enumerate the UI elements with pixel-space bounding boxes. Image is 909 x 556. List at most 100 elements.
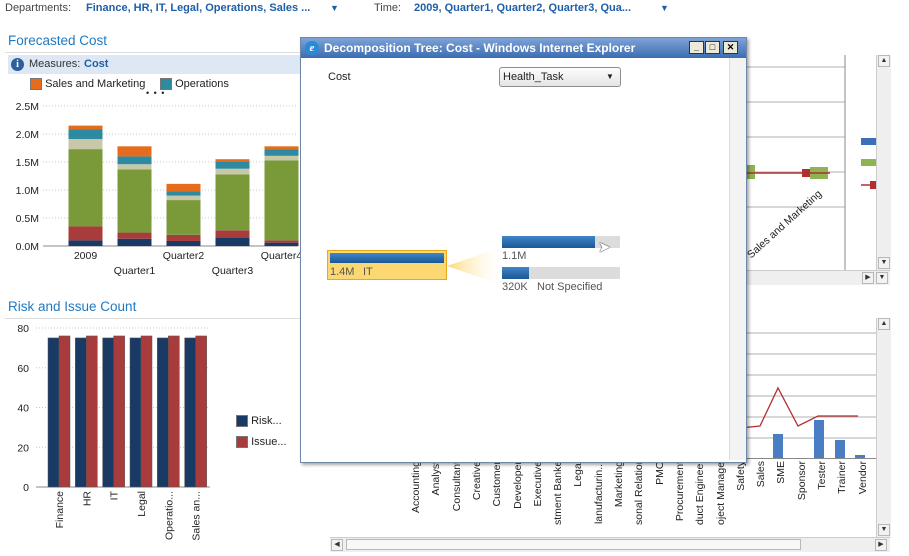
bar[interactable] xyxy=(184,337,196,488)
hscroll-thumb[interactable] xyxy=(346,539,801,550)
scroll-right-button[interactable]: ▶ xyxy=(862,272,874,284)
bar-segment[interactable] xyxy=(68,149,103,227)
category-label: Customer xyxy=(491,461,504,507)
scroll-right-button[interactable]: ▶ xyxy=(875,539,887,551)
bar-segment[interactable] xyxy=(264,160,299,241)
y-tick-label: 1.5M xyxy=(16,157,39,169)
bar-segment[interactable] xyxy=(117,156,152,165)
x-tick-label: IT xyxy=(109,490,121,500)
y-tick-label: 1.0M xyxy=(16,185,39,197)
category-label: Consultant xyxy=(450,461,463,512)
bar-segment[interactable] xyxy=(68,240,103,246)
y-tick-label: 0 xyxy=(23,482,29,494)
forecast-title-divider xyxy=(5,52,305,53)
scroll-down-button[interactable]: ▼ xyxy=(878,524,890,536)
x-tick-label: 2009 xyxy=(74,250,98,262)
window-titlebar[interactable]: e Decomposition Tree: Cost - Windows Int… xyxy=(301,38,746,58)
bar-segment[interactable] xyxy=(264,240,299,243)
bar-segment[interactable] xyxy=(166,200,201,235)
scroll-left-button[interactable]: ◀ xyxy=(331,539,343,551)
decomposition-tree-window[interactable]: e Decomposition Tree: Cost - Windows Int… xyxy=(300,37,747,463)
bar-segment[interactable] xyxy=(264,155,299,161)
bar[interactable] xyxy=(47,337,60,488)
x-tick-label: Quarter2 xyxy=(163,250,205,262)
expansion-connector xyxy=(447,246,505,286)
risk-chart: 80 60 40 20 0 Finance HR IT Legal Operatio... Sale… xyxy=(17,323,210,541)
child-node-1-bar xyxy=(502,236,596,248)
bar[interactable] xyxy=(86,335,98,488)
legend-more-indicator[interactable]: • • • xyxy=(146,88,166,98)
departments-dropdown-icon[interactable]: ▼ xyxy=(330,3,339,13)
close-button[interactable]: ✕ xyxy=(723,41,738,54)
measures-bar: i Measures: Cost xyxy=(8,55,300,74)
bar-segment[interactable] xyxy=(117,169,152,233)
scroll-up-button[interactable]: ▲ xyxy=(878,55,890,67)
resource-vscrollbar[interactable]: ▲ ▼ xyxy=(876,318,891,538)
bar[interactable] xyxy=(168,335,180,488)
bar-segment[interactable] xyxy=(68,139,103,150)
forecast-chart: 2.5M 2.0M 1.5M 1.0M 0.5M 0.0M 2009 Quarter1 Quar… xyxy=(16,101,300,276)
right-upper-hscrollbar[interactable]: ▶ ▼ xyxy=(740,270,890,285)
bar-segment[interactable] xyxy=(166,240,201,246)
hierarchy-dropdown[interactable]: Health_Task ▼ xyxy=(499,67,621,87)
legend-label: Risk... xyxy=(251,415,282,428)
bar-segment[interactable] xyxy=(215,230,250,238)
risk-title-divider xyxy=(5,318,305,319)
bar-segment[interactable] xyxy=(166,195,201,201)
root-node[interactable]: 1.4M IT xyxy=(327,250,447,280)
legend-item-operations: Operations xyxy=(160,78,229,91)
y-tick-label: 0.5M xyxy=(16,213,39,225)
bar-segment[interactable] xyxy=(68,129,103,140)
child-node-2[interactable] xyxy=(502,267,620,279)
bar-segment[interactable] xyxy=(264,242,299,246)
issue-legend-item: Issue... xyxy=(236,436,287,449)
window-vscrollbar[interactable] xyxy=(729,58,746,460)
bar-segment[interactable] xyxy=(117,232,152,239)
bar-segment[interactable] xyxy=(117,164,152,170)
bar-segment[interactable] xyxy=(215,168,250,175)
bar-segment[interactable] xyxy=(68,125,103,130)
time-label: Time: xyxy=(374,2,402,14)
bar-segment[interactable] xyxy=(215,162,250,169)
maximize-button[interactable]: □ xyxy=(705,41,720,54)
bar-segment[interactable] xyxy=(166,191,201,196)
right-upper-vscrollbar[interactable]: ▲ ▼ xyxy=(876,55,891,270)
departments-filter[interactable]: Finance, HR, IT, Legal, Operations, Sale… xyxy=(86,2,311,14)
time-dropdown-icon[interactable]: ▼ xyxy=(660,3,669,13)
legend-item-sales-marketing: Sales and Marketing xyxy=(30,78,145,91)
scroll-down-button[interactable]: ▼ xyxy=(878,257,890,269)
bar-segment[interactable] xyxy=(166,234,201,241)
bar-segment[interactable] xyxy=(264,149,299,156)
resource-hscrollbar[interactable]: ◀ ▶ xyxy=(330,537,890,552)
bar[interactable] xyxy=(157,337,169,488)
bar-segment[interactable] xyxy=(264,146,299,150)
bar[interactable] xyxy=(195,335,207,488)
info-icon[interactable]: i xyxy=(11,58,24,71)
bar-segment[interactable] xyxy=(117,238,152,246)
bar-segment[interactable] xyxy=(166,183,201,192)
category-label: Executive xyxy=(531,461,544,507)
time-filter[interactable]: 2009, Quarter1, Quarter2, Quarter3, Qua.… xyxy=(414,2,632,14)
bar-segment[interactable] xyxy=(117,146,152,157)
bar-segment[interactable] xyxy=(68,226,103,241)
category-label: Creative xyxy=(470,461,483,501)
child-node-2-label: Not Specified xyxy=(537,281,603,293)
bar-segment[interactable] xyxy=(215,174,250,231)
bar-segment[interactable] xyxy=(215,237,250,246)
bar-segment[interactable] xyxy=(215,159,250,162)
minimize-button[interactable]: _ xyxy=(689,41,704,54)
bar[interactable] xyxy=(75,337,87,488)
bar[interactable] xyxy=(102,337,114,488)
category-label: Procurement xyxy=(673,461,686,522)
legend-swatch xyxy=(30,78,42,91)
bar[interactable] xyxy=(140,335,153,488)
bar[interactable] xyxy=(129,337,142,488)
bar[interactable] xyxy=(113,335,125,488)
bar[interactable] xyxy=(58,335,71,488)
scroll-down-corner-button[interactable]: ▼ xyxy=(876,272,888,284)
scroll-up-button[interactable]: ▲ xyxy=(878,318,890,330)
legend-swatch xyxy=(236,415,248,428)
y-tick-label: 2.5M xyxy=(16,101,39,113)
measures-value[interactable]: Cost xyxy=(84,58,109,70)
child-node-1[interactable] xyxy=(502,236,620,248)
